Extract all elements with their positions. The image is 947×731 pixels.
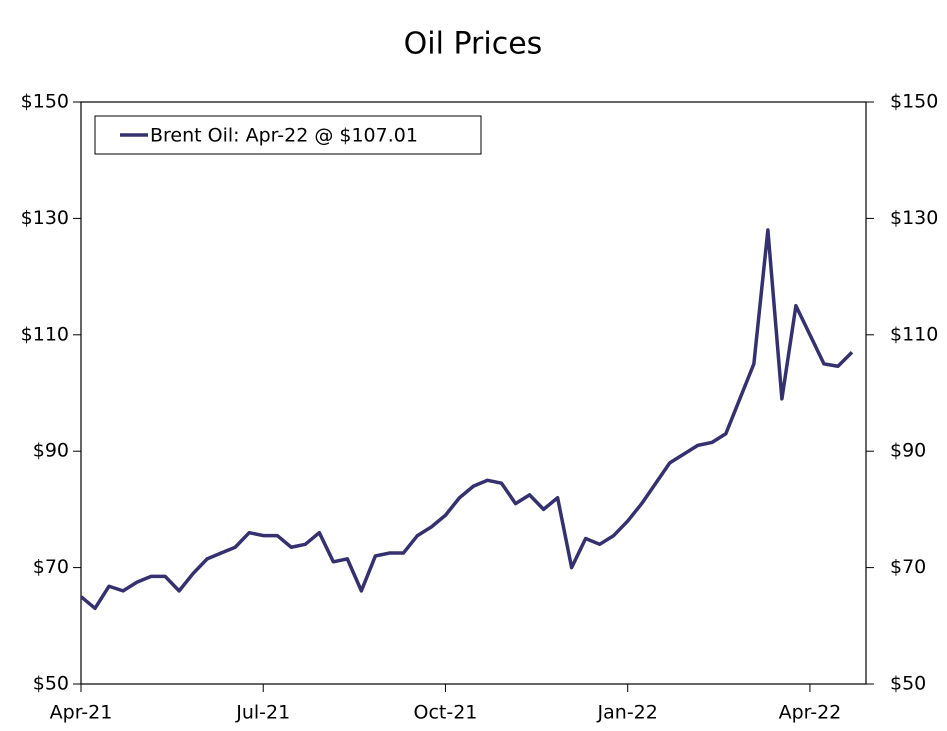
y2-tick-label: $130	[890, 207, 938, 229]
x-tick-label: Apr-22	[779, 702, 842, 724]
legend-box	[94, 115, 482, 155]
plot-frame	[80, 101, 867, 685]
y-tick-label: $110	[21, 323, 69, 345]
y2-tick-label: $110	[890, 323, 938, 345]
price-line	[79, 228, 854, 611]
x-tick-label: Apr-21	[50, 702, 113, 724]
x-tick-label: Oct-21	[414, 702, 478, 724]
y-tick-label: $130	[21, 207, 69, 229]
y2-tick-label: $90	[890, 440, 926, 462]
x-tick-label: Jul-21	[235, 702, 290, 724]
y-tick-label: $50	[33, 673, 69, 695]
x-tick-label: Jan-22	[597, 702, 658, 724]
y-tick-label: $70	[33, 556, 69, 578]
y2-tick-label: $70	[890, 556, 926, 578]
y2-tick-label: $50	[890, 673, 926, 695]
chart-title: Oil Prices	[404, 27, 543, 62]
y2-tick-label: $150	[890, 91, 938, 113]
y-tick-label: $90	[33, 440, 69, 462]
y-tick-label: $150	[21, 91, 69, 113]
legend-label: Brent Oil: Apr-22 @ $107.01	[150, 125, 418, 147]
